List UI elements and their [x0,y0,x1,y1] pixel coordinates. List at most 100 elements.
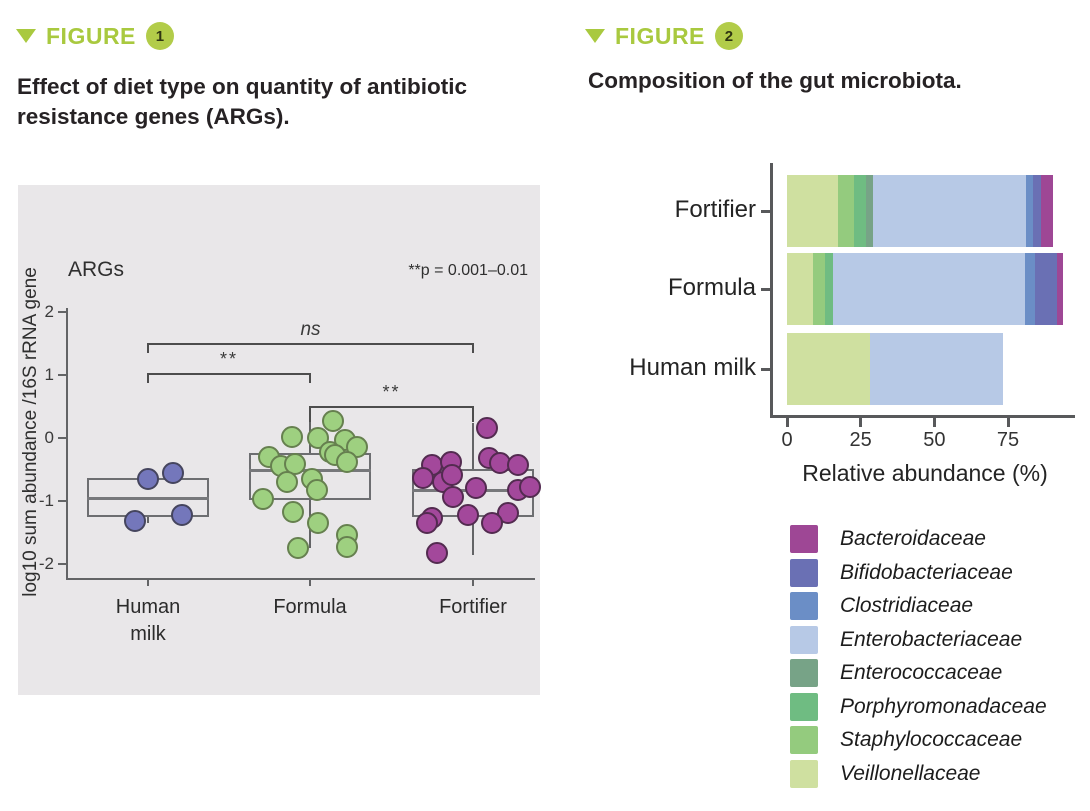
significance-bracket [309,406,474,408]
figure1-data-point [519,476,541,499]
figure2-bar-segment-bacteroidaceae [1041,175,1054,247]
figure1-y-tick-label: -1 [38,491,54,510]
figure1-data-point [412,466,434,489]
figure1-data-point [307,512,329,535]
figure1-data-point [124,510,146,533]
significance-bracket-end [309,373,311,383]
figure1-data-point [481,512,503,535]
significance-label: ** [382,382,401,402]
legend-label: Bacteroidaceae [840,527,986,550]
figure2-x-axis-line [770,415,1075,418]
figure1-x-axis-line [66,578,535,580]
figure1-x-tick [147,578,149,586]
figure2-x-tick [932,418,936,427]
figure1-data-point [476,416,498,439]
significance-bracket-end [147,343,149,353]
figure1-y-tick [58,437,66,439]
figure2-bar-segment-bifidobacteriaceae [1032,175,1042,247]
figure2-y-axis-line [770,163,773,418]
figure1-y-tick [58,563,66,565]
figure1-header: FIGURE 1 [16,22,174,50]
figure1-number-badge: 1 [145,22,174,50]
figure1-x-tick [309,578,311,586]
figure2-bar-segment-staphylococcaceae [837,175,854,247]
legend-label: Staphylococcaceae [840,728,1023,751]
figure1-x-tick [472,578,474,586]
figure1-data-point [252,488,274,511]
legend-swatch-bacteroidaceae [790,525,818,553]
significance-bracket-end [147,373,149,383]
figure1-title: Effect of diet type on quantity of antib… [17,74,467,129]
legend-swatch-enterobacteriaceae [790,625,818,654]
legend-label: Enterobacteriaceae [840,627,1023,651]
figure2-header: FIGURE 2 [585,22,743,50]
figure2-bar-segment-enterobacteriaceae [832,253,1025,325]
figure2-bar-segment-enterobacteriaceae [870,333,1003,405]
figure1-pvalue-annotation: **p = 0.001–0.01 [408,262,528,279]
figure1-data-point [282,500,304,523]
figure1-collapse-triangle-icon[interactable] [16,29,36,43]
figure1-data-point [442,486,464,509]
figure1-x-category-label: Formula [273,596,347,618]
legend-label: Bifidobacteriaceae [840,560,1013,584]
figure1-data-point [162,462,184,485]
figure1-data-point [171,503,193,526]
figure1-y-tick-label: 2 [44,302,54,321]
figure1-y-tick-label: -2 [38,554,54,573]
figure1-data-point [322,409,344,432]
figure2-bar-segment-veillonellaceae [787,175,838,247]
legend-label: Enterococcaceae [840,661,1003,684]
figure2-category-label: Formula [667,274,756,301]
figure2-bar-segment-bacteroidaceae [1056,253,1063,325]
figure1-data-point [336,535,358,558]
figure1-lower-whisker [147,516,149,524]
figure2-bar-segment-enterobacteriaceae [873,175,1026,247]
figure1-lower-whisker [472,516,474,556]
significance-bracket-end [309,406,311,422]
figure1-y-axis-line [66,308,68,578]
figure1-data-point [457,503,479,526]
figure2-category-label: Fortifier [674,196,756,223]
figure1-data-point [281,425,303,448]
significance-label: ** [219,349,238,369]
figure1-y-tick-label: 1 [44,365,54,384]
figure2-x-tick [859,418,863,427]
figure1-data-point [287,537,309,560]
figure1-plot-panel [18,185,540,695]
figure2-title: Composition of the gut microbiota. [588,68,962,93]
figure1-data-point [426,542,448,565]
figure2-y-tick [761,367,770,371]
significance-bracket [147,373,311,375]
legend-swatch-bifidobacteriaceae [790,558,818,587]
figure1-y-tick [58,500,66,502]
figure2-x-tick-label: 0 [781,429,793,451]
figure2-bar-segment-clostridiaceae [1025,175,1033,247]
figure1-data-point [416,512,438,535]
figure1-y-tick-label: 0 [44,428,54,447]
legend-label: Clostridiaceae [840,594,974,617]
figure2-y-tick [761,287,770,291]
legend-swatch-porphyromonadaceae [790,692,818,721]
legend-swatch-veillonellaceae [790,759,818,788]
significance-bracket-end [472,343,474,353]
figure2-bar-segment-veillonellaceae [787,253,813,325]
figure1-y-tick [58,374,66,376]
figure1-data-point [306,479,328,502]
figure2-bar-segment-porphyromonadaceae [825,253,833,325]
legend-label: Porphyromonadaceae [840,694,1047,718]
figure2-category-label: Human milk [629,354,756,381]
legend-swatch-enterococcaceae [790,659,818,687]
figure2-x-tick-label: 50 [923,429,946,451]
figure1-data-point [441,464,463,487]
figure2-x-axis-label: Relative abundance (%) [802,460,1048,486]
figure1-upper-whisker [472,422,474,469]
figure1-data-point [465,476,487,499]
figure2-bar-segment-staphylococcaceae [812,253,825,325]
figure2-collapse-triangle-icon[interactable] [585,29,605,43]
figure1-median-line [87,496,209,500]
figure1-data-point [137,467,159,490]
figure1-data-point [276,471,298,494]
figure2-x-tick-label: 25 [849,429,872,451]
